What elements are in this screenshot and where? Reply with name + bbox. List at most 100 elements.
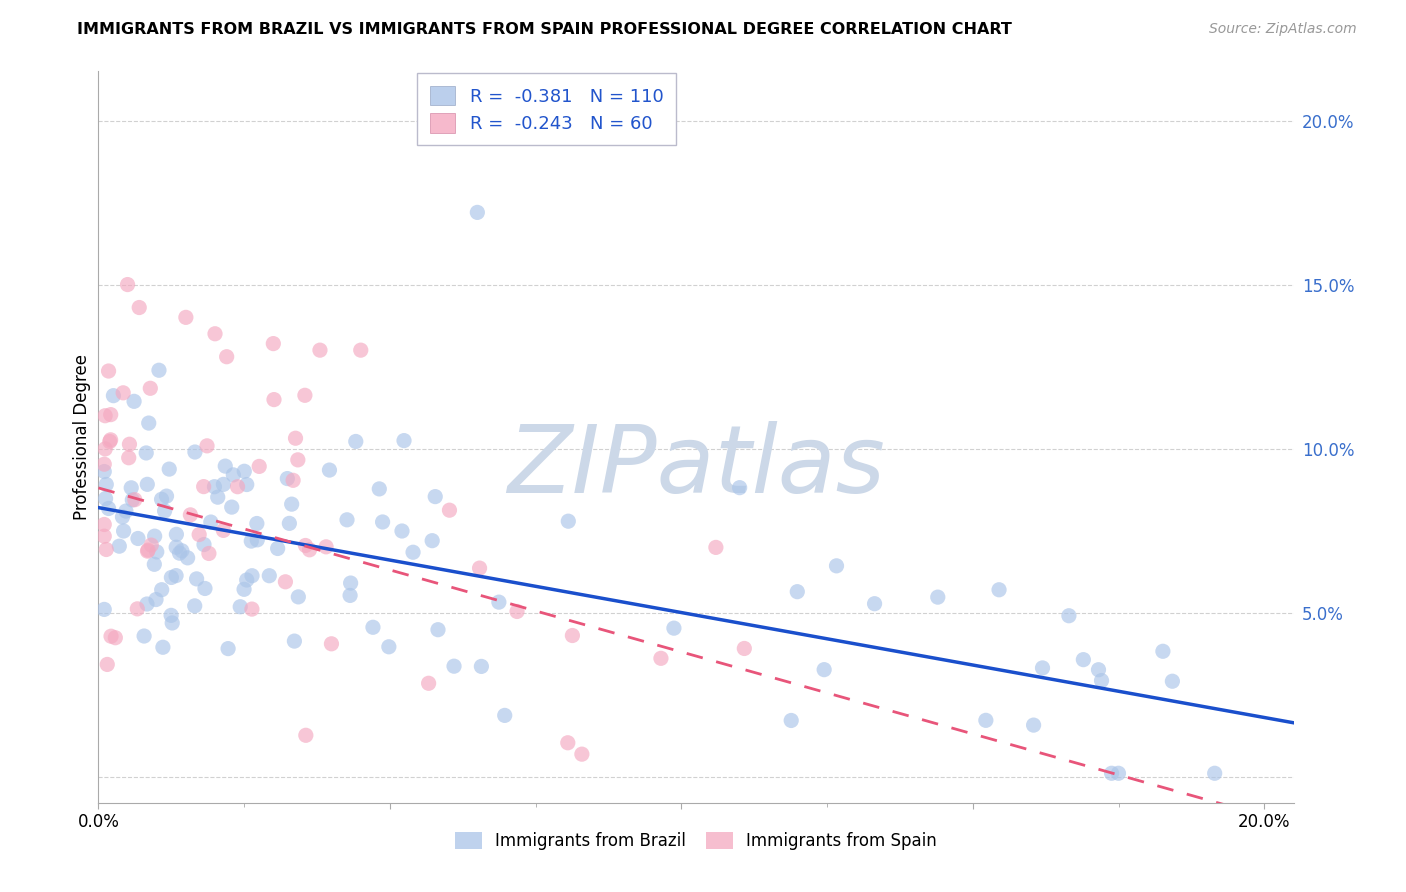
Point [276,472,298,486]
Legend: Immigrants from Brazil, Immigrants from Spain: Immigrants from Brazil, Immigrants from … [449,825,943,856]
Point [165,527,187,541]
Point [825,558,848,573]
Point [215,350,238,364]
Point [143,558,166,572]
Point [339,576,361,591]
Point [222,467,245,482]
Point [127,532,149,546]
Point [467,205,489,219]
Point [247,459,270,474]
Point [118,437,141,451]
Point [650,651,672,665]
Point [139,381,162,395]
Point [194,582,217,596]
Point [160,570,183,584]
Point [214,459,236,474]
Point [103,389,125,403]
Point [118,450,141,465]
Point [863,597,886,611]
Point [468,561,491,575]
Point [100,629,122,643]
Point [195,439,218,453]
Point [240,602,263,616]
Point [93,465,115,479]
Point [217,641,239,656]
Point [780,714,803,728]
Point [135,446,157,460]
Point [108,539,131,553]
Point [287,453,309,467]
Point [141,538,163,552]
Point [1022,718,1045,732]
Point [212,524,235,538]
Point [420,533,443,548]
Point [392,434,415,448]
Point [263,392,285,407]
Point [136,544,159,558]
Point [1090,673,1112,688]
Point [138,416,160,430]
Point [561,628,583,642]
Point [235,477,257,491]
Point [284,431,307,445]
Point [93,602,115,616]
Point [336,513,359,527]
Point [204,326,226,341]
Point [157,462,180,476]
Point [229,599,252,614]
Point [557,736,579,750]
Text: IMMIGRANTS FROM BRAZIL VS IMMIGRANTS FROM SPAIN PROFESSIONAL DEGREE CORRELATION : IMMIGRANTS FROM BRAZIL VS IMMIGRANTS FRO… [77,22,1012,37]
Point [100,408,122,422]
Point [361,620,384,634]
Point [439,503,461,517]
Point [443,659,465,673]
Point [122,394,145,409]
Point [136,477,159,491]
Point [169,546,191,560]
Point [150,492,173,507]
Point [204,480,226,494]
Point [1073,653,1095,667]
Point [235,573,257,587]
Point [233,582,256,597]
Point [259,568,281,582]
Point [704,541,727,555]
Point [176,550,198,565]
Point [344,434,367,449]
Point [266,541,288,556]
Point [1161,674,1184,689]
Y-axis label: Professional Degree: Professional Degree [73,354,91,520]
Point [145,592,167,607]
Point [728,481,751,495]
Point [165,540,187,554]
Point [402,545,425,559]
Point [315,540,337,554]
Point [148,363,170,377]
Point [193,480,215,494]
Point [321,637,343,651]
Point [124,492,146,507]
Point [207,490,229,504]
Point [188,527,211,541]
Point [318,463,340,477]
Point [94,491,117,506]
Point [294,388,316,402]
Point [927,590,949,604]
Point [470,659,492,673]
Point [143,529,166,543]
Point [145,545,167,559]
Point [174,310,197,325]
Point [488,595,510,609]
Point [96,657,118,672]
Point [295,728,318,742]
Point [1087,663,1109,677]
Point [240,568,263,582]
Point [233,464,256,478]
Point [93,457,115,471]
Point [96,477,118,491]
Point [371,515,394,529]
Point [183,599,205,613]
Point [112,385,135,400]
Point [262,336,284,351]
Point [1031,661,1053,675]
